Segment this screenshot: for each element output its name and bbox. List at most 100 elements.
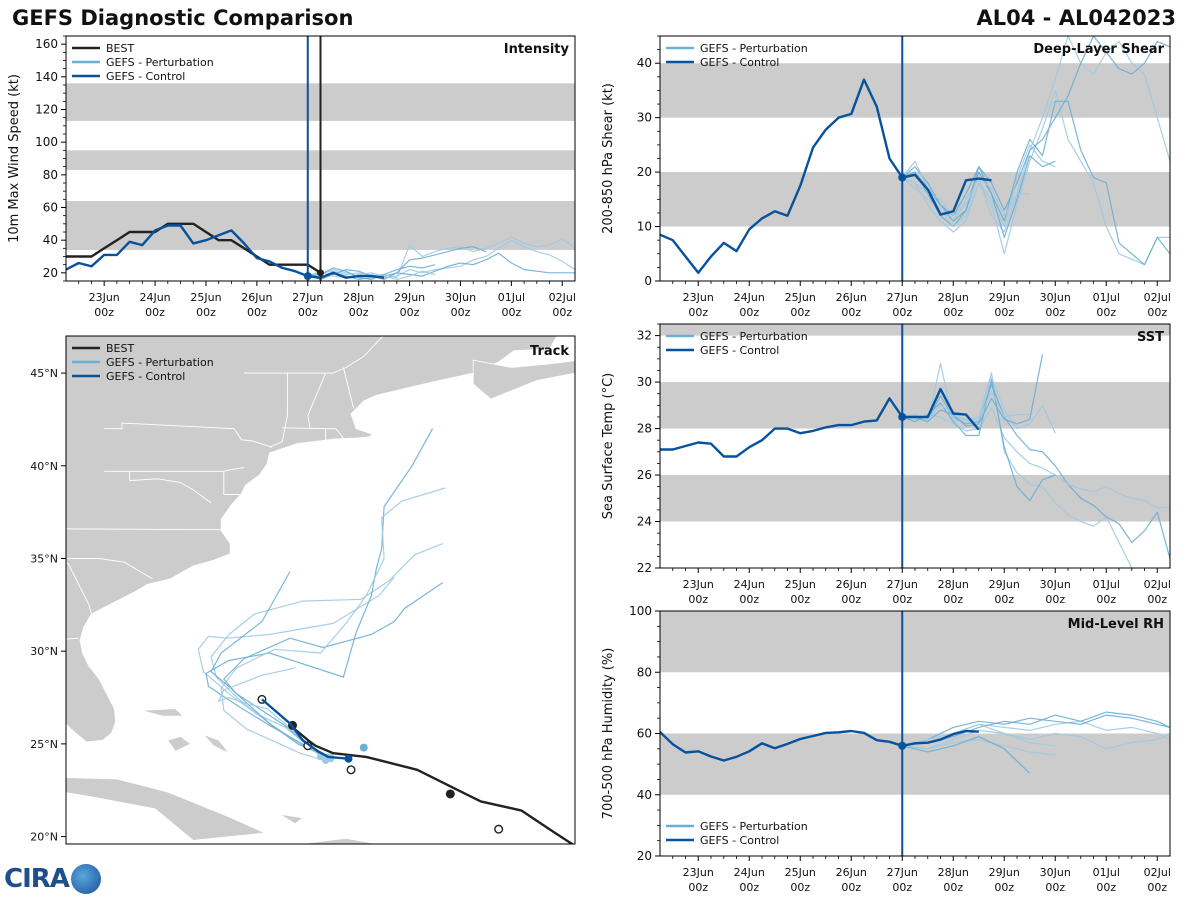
intensity-ytick-label: 120 <box>35 103 58 117</box>
intensity-legend-control: GEFS - Control <box>106 70 185 83</box>
logo-text: CIRA <box>4 864 70 894</box>
intensity-legend-perturbation: GEFS - Perturbation <box>106 56 214 69</box>
rh-ytick-label: 20 <box>637 849 652 863</box>
shear-ytick-label: 40 <box>637 56 652 70</box>
shear-xtick-label-day: 25Jun <box>785 291 816 304</box>
track-legend-control: GEFS - Control <box>106 370 185 383</box>
track-legend-perturbation: GEFS - Perturbation <box>106 356 214 369</box>
shear-band-1 <box>660 63 1170 118</box>
sst-ytick-label: 32 <box>637 329 652 343</box>
rh-control-line <box>660 729 979 762</box>
shear-xtick-label-hour: 00z <box>994 306 1014 319</box>
track-perturbation-start-6 <box>317 753 324 761</box>
rh-xtick-label-day: 01Jul <box>1093 866 1120 879</box>
sst-legend-perturbation: GEFS - Perturbation <box>700 330 808 343</box>
track-lat-label: 40°N <box>30 460 58 473</box>
sst-xtick-label-day: 23Jun <box>683 578 714 591</box>
sst-xtick-label-hour: 00z <box>1147 593 1167 606</box>
sst-control-init-point <box>898 412 907 421</box>
rh-xtick-label-hour: 00z <box>1096 881 1116 894</box>
rh-ytick-label: 80 <box>637 665 652 679</box>
rh-control-init-point <box>898 741 907 750</box>
shear-perturbation-line-6 <box>902 177 1030 217</box>
intensity-xtick-label-day: 23Jun <box>89 291 120 304</box>
shear-xtick-label-day: 26Jun <box>836 291 867 304</box>
north-america-land <box>66 336 558 743</box>
sst-xtick-label-day: 02Jul <box>1144 578 1171 591</box>
state-border-1 <box>269 373 288 448</box>
intensity-perturbation-line-5 <box>307 264 436 280</box>
rh-xtick-label-day: 27Jun <box>887 866 918 879</box>
intensity-ylabel: 10m Max Wind Speed (kt) <box>7 74 22 243</box>
sst-xtick-label-hour: 00z <box>841 593 861 606</box>
intensity-xtick-label-hour: 00z <box>196 306 216 319</box>
shear-perturbation-line-3 <box>901 36 1170 217</box>
intensity-xtick-label-day: 27Jun <box>292 291 323 304</box>
shear-legend-perturbation: GEFS - Perturbation <box>700 42 808 55</box>
intensity-xtick-label-hour: 00z <box>552 306 572 319</box>
sst-xtick-label-hour: 00z <box>790 593 810 606</box>
state-border-9 <box>66 528 222 531</box>
rh-legend-perturbation: GEFS - Perturbation <box>700 820 808 833</box>
rh-perturbation-line-4 <box>902 738 1056 756</box>
island-land-1 <box>167 736 192 752</box>
state-border-7 <box>104 467 245 472</box>
sst-plot-area <box>660 324 1170 568</box>
shear-title: Deep-Layer Shear <box>1033 42 1164 57</box>
shear-xtick-label-day: 01Jul <box>1093 291 1120 304</box>
track-control-point <box>344 754 353 763</box>
sst-legend-control: GEFS - Control <box>700 344 779 357</box>
rh-xtick-label-hour: 00z <box>688 881 708 894</box>
island-land-4 <box>279 814 304 824</box>
sst-xtick-label-hour: 00z <box>1045 593 1065 606</box>
rh-plot-area <box>660 611 1170 856</box>
state-border-12 <box>66 637 79 640</box>
rh-ytick-label: 100 <box>629 604 652 618</box>
rh-xtick-label-hour: 00z <box>841 881 861 894</box>
shear-ytick-label: 0 <box>644 274 652 288</box>
track-perturbation-line-4 <box>220 487 446 762</box>
intensity-ytick-label: 100 <box>35 135 58 149</box>
track-lat-label: 35°N <box>30 552 58 565</box>
shear-xtick-label-hour: 00z <box>841 306 861 319</box>
shear-xtick-label-hour: 00z <box>739 306 759 319</box>
rh-xtick-label-hour: 00z <box>994 881 1014 894</box>
sst-title: SST <box>1137 330 1164 345</box>
rh-xtick-label-day: 23Jun <box>683 866 714 879</box>
rh-xtick-label-hour: 00z <box>943 881 963 894</box>
sst-xtick-label-hour: 00z <box>739 593 759 606</box>
track-perturbation-point <box>359 743 368 752</box>
intensity-xtick-label-hour: 00z <box>94 306 114 319</box>
track-control-line <box>261 698 349 760</box>
island-land-0 <box>142 708 184 717</box>
intensity-panel: 20 40 60 80 100 120 140 160 23Jun 00z 24Jun 00z 25Ju… <box>7 35 576 319</box>
track-perturbation-line-5 <box>210 571 331 760</box>
rh-ylabel: 700-500 hPa Humidity (%) <box>601 648 616 820</box>
sst-perturbation-line-5 <box>902 354 1044 427</box>
intensity-xtick-label-hour: 00z <box>298 306 318 319</box>
rh-legend-control: GEFS - Control <box>700 834 779 847</box>
state-border-6 <box>104 422 273 448</box>
track-lat-label: 25°N <box>30 738 58 751</box>
intensity-xtick-label-day: 01Jul <box>498 291 525 304</box>
track-perturbation-line-6 <box>217 667 321 758</box>
rh-perturbation-line-6 <box>902 723 1056 747</box>
track-perturbation-line-3 <box>205 428 434 758</box>
sst-xtick-label-hour: 00z <box>943 593 963 606</box>
shear-xtick-label-hour: 00z <box>1147 306 1167 319</box>
sst-xtick-label-day: 24Jun <box>734 578 765 591</box>
shear-control-line <box>660 78 992 274</box>
shear-panel: 0 10 20 30 40 23Jun 00z 24Jun 00z 25Jun 00z 26Jun 00… <box>601 35 1171 319</box>
shear-band-0 <box>660 172 1170 227</box>
shear-xtick-label-day: 24Jun <box>734 291 765 304</box>
sst-perturbation-line-0 <box>902 362 1133 568</box>
shear-ytick-label: 30 <box>637 111 652 125</box>
rh-xtick-label-day: 25Jun <box>785 866 816 879</box>
sst-xtick-label-day: 26Jun <box>836 578 867 591</box>
rh-xtick-label-day: 24Jun <box>734 866 765 879</box>
intensity-xtick-label-day: 30Jun <box>445 291 476 304</box>
storm-id: AL04 - AL042023 <box>976 6 1177 30</box>
track-perturbation-line-0 <box>197 576 395 758</box>
sst-band-0 <box>660 475 1170 522</box>
